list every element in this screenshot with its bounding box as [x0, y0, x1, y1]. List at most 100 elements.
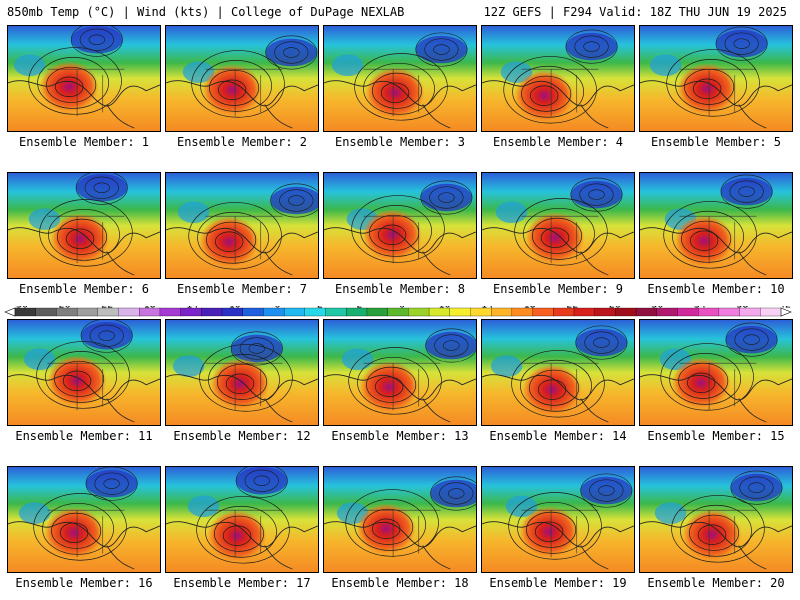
cool-airmass	[341, 348, 374, 371]
scale-tick-label: 30	[651, 306, 663, 311]
ensemble-map-panel	[165, 319, 319, 426]
scale-tick-label: 42	[779, 306, 791, 311]
heat-dome	[202, 64, 262, 116]
scale-right-arrow	[780, 307, 792, 317]
coastline	[106, 104, 135, 129]
cold-airmass	[575, 328, 628, 357]
ensemble-map-panel	[165, 466, 319, 573]
ensemble-member-label: Ensemble Member: 8	[334, 282, 466, 296]
coastline	[8, 227, 160, 254]
height-contour	[37, 57, 110, 109]
height-contour	[434, 334, 469, 357]
cool-airmass	[505, 495, 538, 518]
height-contour	[265, 35, 318, 70]
height-contour	[730, 470, 783, 505]
coastline	[580, 545, 609, 570]
ensemble-map-panel	[165, 172, 319, 279]
height-contour	[583, 41, 600, 52]
height-contour	[529, 369, 580, 406]
height-contour	[235, 467, 288, 498]
coastline	[580, 251, 609, 276]
height-contour	[598, 485, 615, 496]
color-swatch	[408, 307, 430, 317]
heat-dome	[210, 358, 270, 410]
ensemble-map-panel	[323, 466, 477, 573]
height-contour	[369, 214, 420, 251]
ensemble-map-panel	[639, 172, 793, 279]
temperature-color-scale: -30-26-22-18-14-10-6-2261014182226303438…	[4, 306, 792, 317]
height-contour	[684, 68, 735, 105]
height-contour	[84, 176, 119, 199]
scale-tick-label: -2	[311, 306, 323, 311]
cold-airmass	[565, 32, 618, 61]
coastline	[264, 104, 293, 129]
height-contour	[79, 28, 114, 51]
color-swatch	[201, 307, 223, 317]
cool-airmass	[331, 54, 364, 77]
heat-dome	[207, 510, 267, 562]
height-contour	[663, 201, 757, 269]
height-contour	[724, 32, 759, 55]
state-borders	[679, 509, 757, 558]
coastline	[640, 374, 792, 401]
height-contour	[380, 82, 410, 103]
height-contour	[93, 182, 110, 193]
height-contour	[57, 218, 108, 255]
cold-airmass	[236, 467, 288, 495]
ensemble-map-panel	[481, 466, 635, 573]
height-contour	[672, 210, 744, 263]
coastline	[640, 227, 792, 254]
coastline	[106, 251, 135, 276]
color-swatch	[283, 307, 306, 317]
height-contour	[36, 341, 130, 409]
state-borders	[205, 68, 283, 117]
cool-airmass	[172, 355, 205, 377]
height-contour	[217, 79, 247, 100]
cool-airmass	[649, 54, 682, 77]
height-contour	[208, 354, 280, 406]
heat-dome	[199, 216, 259, 268]
height-contour	[420, 180, 473, 215]
coastline	[106, 545, 135, 570]
cold-airmass	[85, 469, 138, 498]
ensemble-member-label: Ensemble Member: 15	[647, 429, 785, 443]
height-contour	[46, 66, 97, 103]
coastline	[422, 251, 451, 276]
coastline	[640, 521, 792, 548]
ensemble-map-panel	[7, 466, 161, 573]
height-contour	[429, 186, 464, 209]
cold-airmass	[570, 180, 623, 209]
cold-airmass	[720, 177, 773, 206]
height-contour	[715, 26, 768, 61]
height-contour	[520, 359, 592, 412]
height-contour	[589, 479, 624, 502]
height-contour	[222, 525, 252, 546]
height-contour	[103, 478, 120, 489]
height-contour	[565, 29, 618, 64]
height-contour	[526, 511, 577, 548]
ensemble-member-label: Ensemble Member: 7	[176, 282, 308, 296]
height-contour	[54, 360, 105, 397]
height-contour	[89, 324, 124, 347]
heat-dome	[39, 61, 99, 113]
ensemble-member-label: Ensemble Member: 17	[173, 576, 311, 590]
ensemble-map-panel	[481, 25, 635, 132]
ensemble-map-panel	[639, 319, 793, 426]
height-contour	[88, 34, 106, 45]
height-contour	[443, 340, 460, 351]
height-contour	[439, 482, 474, 505]
height-contour	[503, 56, 597, 124]
height-contour	[363, 62, 435, 115]
cool-airmass	[18, 502, 51, 524]
height-contour	[438, 192, 455, 203]
color-swatch	[242, 307, 264, 317]
height-contour	[678, 362, 729, 399]
state-borders	[205, 509, 283, 558]
height-contour	[584, 331, 619, 354]
coastline	[422, 545, 451, 570]
height-contour	[345, 489, 439, 557]
height-contour	[374, 376, 404, 397]
coastline	[8, 374, 160, 401]
height-contour	[734, 328, 769, 351]
height-contour	[433, 44, 450, 55]
